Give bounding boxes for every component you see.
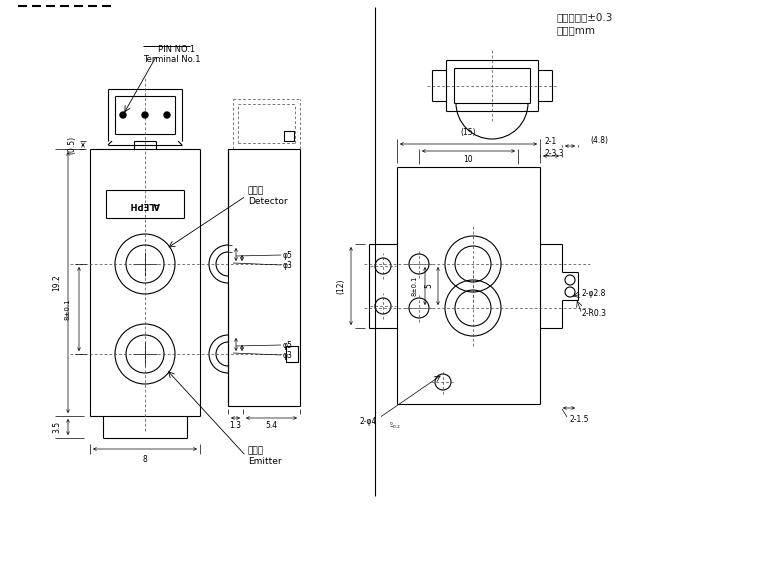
Text: 5: 5 (425, 284, 434, 288)
Text: 一般公差：±0.3: 一般公差：±0.3 (557, 12, 614, 22)
Circle shape (164, 112, 170, 118)
Text: Emitter: Emitter (248, 457, 282, 467)
Text: φ3: φ3 (283, 261, 293, 269)
Text: 1.3: 1.3 (229, 422, 241, 431)
Text: 2-1: 2-1 (545, 137, 557, 145)
Bar (284, 131, 294, 141)
Text: (12): (12) (337, 278, 346, 294)
Text: PIN NO.1: PIN NO.1 (158, 45, 195, 53)
Text: Terminal No.1: Terminal No.1 (143, 56, 200, 64)
Text: φ3: φ3 (283, 350, 293, 360)
Text: 受光側: 受光側 (248, 186, 264, 196)
Text: 発光側: 発光側 (248, 446, 264, 456)
Text: 8±0.1: 8±0.1 (65, 298, 71, 320)
Text: 2-1.5: 2-1.5 (570, 415, 590, 423)
Text: 2-R0.3: 2-R0.3 (582, 310, 607, 318)
Text: 2-φ4: 2-φ4 (360, 417, 377, 427)
Text: 5.4: 5.4 (265, 422, 277, 431)
Text: (0.5): (0.5) (67, 136, 76, 154)
Text: Detector: Detector (248, 197, 288, 207)
Text: 単位：mm: 単位：mm (557, 25, 596, 35)
Text: $^0_{-0.2}$: $^0_{-0.2}$ (389, 420, 401, 431)
Bar (286, 346, 298, 362)
Text: ALEPH: ALEPH (130, 200, 160, 208)
Text: 2-3.3: 2-3.3 (545, 148, 565, 157)
Text: φ5: φ5 (283, 340, 293, 350)
Circle shape (142, 112, 148, 118)
Text: (4.8): (4.8) (590, 137, 608, 145)
Text: 3.5: 3.5 (53, 421, 61, 433)
Circle shape (120, 112, 126, 118)
Text: (15): (15) (461, 129, 476, 137)
Text: 19.2: 19.2 (53, 274, 61, 291)
Text: 8: 8 (142, 456, 148, 464)
Text: 8±0.1: 8±0.1 (412, 276, 418, 296)
Text: φ5: φ5 (283, 251, 293, 259)
Text: 2-φ2.8: 2-φ2.8 (582, 290, 607, 299)
Text: 10: 10 (463, 155, 473, 163)
